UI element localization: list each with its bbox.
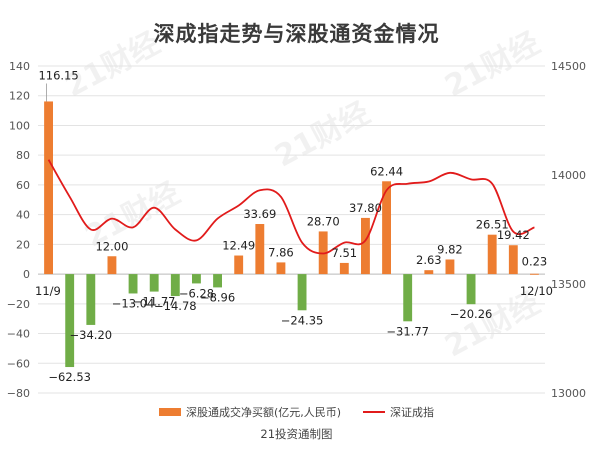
legend-label-line: 深证成指 (390, 406, 435, 419)
bar-value-label: −6.28 (179, 286, 214, 300)
bar (213, 274, 222, 288)
y-left-tick-label: −40 (7, 328, 30, 341)
bar (445, 259, 455, 275)
y-left-tick-label: 20 (16, 238, 30, 251)
bar (192, 274, 201, 284)
bar (403, 274, 413, 322)
legend-swatch-bars (158, 408, 181, 416)
bar-value-label: 12.00 (95, 239, 128, 253)
bar-value-label: 33.69 (243, 207, 276, 221)
bar (170, 274, 180, 297)
y-left-tick-label: 120 (9, 90, 30, 103)
bar-value-label: −20.26 (450, 307, 493, 321)
legend-item-bars: 深股通成交净买额(亿元,人民币) (158, 404, 342, 420)
bar-value-label: −13.04 (112, 296, 155, 310)
bar (297, 274, 307, 311)
y-left-tick-label: 0 (23, 268, 30, 281)
bar-value-label: −14.78 (154, 299, 197, 313)
bar (276, 262, 286, 275)
bar-value-label: 28.70 (307, 214, 340, 228)
bar (424, 270, 434, 275)
bar (149, 274, 159, 292)
legend-swatch-line (363, 411, 386, 413)
y-left-tick-label: −60 (7, 357, 30, 370)
y-left-tick-label: −80 (7, 387, 30, 400)
bar-value-label: 19.42 (497, 228, 530, 242)
date-label-start: 11/9 (35, 284, 61, 298)
y-left-tick-label: 100 (9, 119, 30, 132)
bar (487, 234, 497, 275)
legend-item-line: 深证成指 (363, 404, 434, 420)
bar-value-label: 7.86 (268, 245, 294, 259)
bar-value-label: 116.15 (38, 68, 78, 82)
bar-value-label: −11.77 (133, 295, 176, 309)
bar (339, 262, 349, 275)
bar-value-label: −34.20 (70, 328, 113, 342)
source-note: 21投资通制图 (260, 427, 333, 441)
bar (530, 273, 539, 275)
bar-value-label: 2.63 (416, 253, 442, 267)
index-line (47, 159, 535, 255)
date-label-end: 12/10 (520, 284, 553, 298)
bar (65, 274, 75, 368)
bar (255, 224, 265, 275)
legend-label-bars: 深股通成交净买额(亿元,人民币) (185, 406, 342, 419)
bar (128, 274, 138, 294)
bar-value-label: 7.51 (332, 246, 358, 260)
bar-value-label: 0.23 (522, 255, 548, 269)
chart-title: 深成指走势与深股通资金情况 (153, 22, 440, 46)
bar-value-label: 12.49 (222, 239, 255, 253)
bar (361, 217, 370, 275)
bar-value-label: 37.80 (349, 201, 382, 215)
y-right-tick-label: 13000 (551, 387, 586, 400)
bar (466, 274, 476, 305)
bar (382, 181, 391, 275)
bar-value-label: −62.53 (48, 370, 91, 384)
bar-value-label: 9.82 (437, 242, 463, 256)
bar (107, 256, 117, 275)
bar-value-label: −24.35 (281, 313, 324, 327)
y-right-tick-label: 14000 (551, 169, 586, 182)
bar-value-label: −8.96 (200, 290, 235, 304)
bar (234, 255, 244, 275)
y-left-tick-label: −20 (7, 298, 30, 311)
y-left-tick-label: 80 (16, 149, 30, 162)
y-right-tick-label: 13500 (551, 278, 586, 291)
bar-value-label: 26.51 (476, 218, 509, 232)
y-left-tick-label: 140 (9, 60, 30, 73)
bar (86, 274, 96, 325)
bar-value-label: 62.44 (370, 164, 403, 178)
legend: 深股通成交净买额(亿元,人民币) 深证成指 (0, 404, 593, 420)
bar-value-label: −31.77 (386, 324, 429, 338)
bar (508, 245, 518, 275)
y-right-tick-label: 14500 (551, 60, 586, 73)
bar (44, 101, 53, 275)
y-left-tick-label: 40 (16, 209, 30, 222)
y-left-tick-label: 60 (16, 179, 30, 192)
